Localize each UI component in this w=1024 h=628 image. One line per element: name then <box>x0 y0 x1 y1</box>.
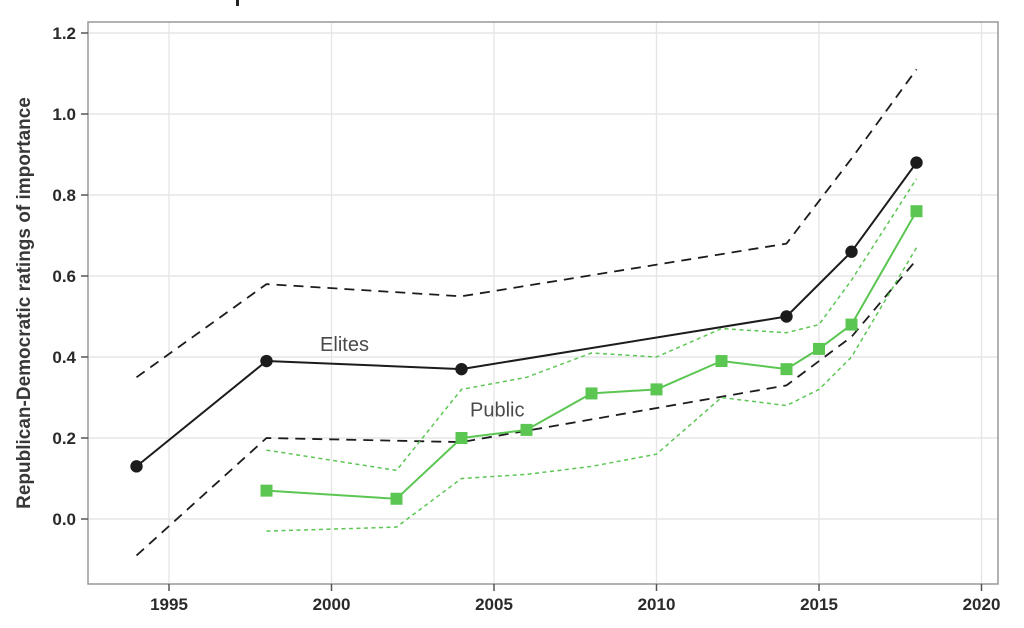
public-lower-ci-line <box>266 247 918 532</box>
y-axis-tick-label: 1.0 <box>52 105 76 124</box>
series-label-elites: Elites <box>320 334 369 356</box>
public-marker <box>715 355 728 368</box>
x-axis-tick-label: 2020 <box>963 595 1001 614</box>
public-marker <box>455 432 468 444</box>
public-marker <box>845 318 858 331</box>
public-marker <box>390 492 403 505</box>
y-axis-tick-label: 0.2 <box>52 429 76 448</box>
elites-marker <box>780 310 793 323</box>
series-inline-labels: Elites Public <box>320 334 524 422</box>
data-series <box>130 68 923 557</box>
y-axis-tick-label: 0.6 <box>52 267 76 286</box>
cropped-title-fragment <box>236 0 239 6</box>
y-axis-title: Republican-Democratic ratings of importa… <box>14 97 35 509</box>
x-axis-tick-label: 2000 <box>313 595 351 614</box>
x-axis-tick-label: 2015 <box>800 595 838 614</box>
x-axis-tick-label: 1995 <box>150 595 188 614</box>
series-label-public: Public <box>470 400 524 422</box>
x-axis-tick-label: 2010 <box>638 595 676 614</box>
y-axis-tick-label: 1.2 <box>52 24 76 43</box>
public-marker <box>910 205 923 218</box>
x-axis-tick-label: 2005 <box>475 595 513 614</box>
plot-panel-border <box>87 21 999 585</box>
elites-line <box>135 162 918 468</box>
elites-marker <box>130 460 143 473</box>
axis-ticks-and-labels: 1995 2000 2005 2010 2015 2020 0.0 0.2 0.4 0.6 0.8 1… <box>52 24 1000 614</box>
public-marker <box>813 342 825 355</box>
elites-marker <box>260 354 273 368</box>
public-marker <box>260 484 273 497</box>
public-marker <box>585 387 598 400</box>
elites-lower-ci-line <box>135 259 918 557</box>
y-axis-tick-label: 0.4 <box>52 348 76 367</box>
gridlines <box>88 22 998 584</box>
y-axis-tick-label: 0.8 <box>52 186 76 205</box>
public-upper-ci-line <box>266 178 918 472</box>
elites-upper-ci-line <box>135 68 918 379</box>
elites-marker <box>845 245 858 258</box>
elites-marker <box>910 156 923 169</box>
public-marker <box>650 383 663 396</box>
elites-marker <box>455 362 468 376</box>
y-axis-tick-label: 0.0 <box>52 510 76 529</box>
public-marker <box>780 363 793 376</box>
public-marker <box>520 423 533 436</box>
